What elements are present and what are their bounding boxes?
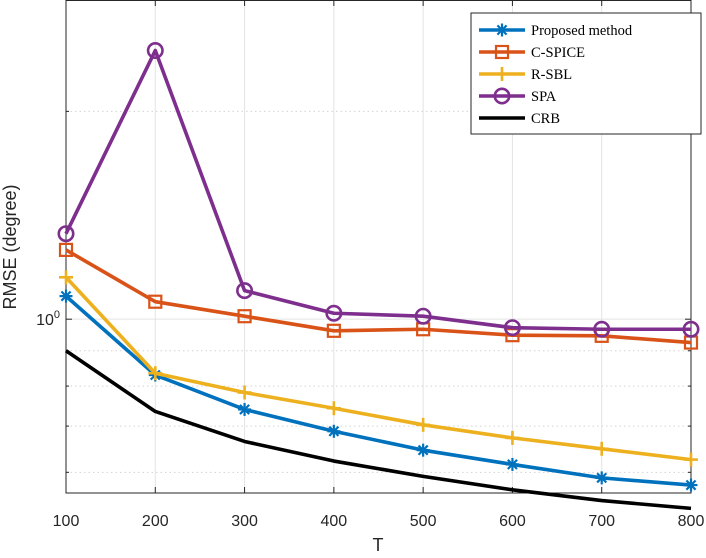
series-line-proposed-method bbox=[64, 294, 692, 487]
legend-label: R-SBL bbox=[531, 67, 572, 83]
ast-d2 bbox=[60, 290, 72, 302]
legend-swatch-marker bbox=[493, 87, 511, 105]
ast-d2 bbox=[496, 24, 508, 36]
legend-item-proposed-method: Proposed method bbox=[479, 23, 633, 39]
data-point-r-sbl bbox=[237, 385, 252, 400]
legend: Proposed method C-SPICE R-SBL SPA CRB bbox=[470, 12, 702, 135]
data-point-r-sbl bbox=[594, 441, 609, 456]
x-tick-label: 800 bbox=[678, 513, 705, 530]
series-crb bbox=[64, 349, 692, 511]
data-point-spa bbox=[325, 304, 343, 322]
data-point-r-sbl bbox=[416, 417, 431, 432]
legend-swatch-marker bbox=[494, 44, 510, 60]
legend-item-spa: SPA bbox=[479, 87, 557, 105]
data-point-proposed-method bbox=[505, 457, 519, 471]
legend-label: CRB bbox=[531, 111, 560, 127]
ast-d2 bbox=[685, 479, 697, 491]
x-tick-label: 300 bbox=[231, 513, 258, 530]
x-tick-label: 200 bbox=[142, 513, 169, 530]
data-point-spa bbox=[593, 320, 611, 338]
series-layer bbox=[57, 42, 700, 511]
legend-label: Proposed method bbox=[531, 23, 633, 39]
ast-d2 bbox=[239, 404, 250, 415]
ast-d2 bbox=[507, 459, 518, 470]
data-point-c-spice bbox=[326, 323, 341, 338]
data-point-spa bbox=[236, 282, 254, 300]
data-point-proposed-method bbox=[416, 443, 430, 457]
legend-item-crb: CRB bbox=[479, 111, 560, 127]
legend-item-r-sbl: R-SBL bbox=[479, 67, 572, 83]
axes-layer: 100 200 300 400 500 600 700 800 100 bbox=[36, 0, 704, 530]
data-point-proposed-method bbox=[327, 424, 341, 438]
legend-label: SPA bbox=[531, 89, 557, 105]
data-point-r-sbl bbox=[326, 401, 341, 416]
x-tick-label: 700 bbox=[588, 513, 615, 530]
data-point-c-spice bbox=[237, 309, 252, 324]
series-line-crb bbox=[64, 349, 692, 511]
data-point-r-sbl bbox=[148, 366, 163, 381]
series-line-r-sbl bbox=[64, 276, 692, 462]
series-line-c-spice bbox=[65, 248, 692, 345]
x-tick-label: 500 bbox=[410, 513, 437, 530]
series-spa bbox=[57, 42, 700, 338]
data-point-proposed-method bbox=[238, 402, 252, 416]
data-point-spa bbox=[682, 320, 700, 338]
axes-box bbox=[65, 0, 692, 494]
legend-swatch-marker bbox=[495, 67, 509, 81]
series-line-spa bbox=[64, 48, 691, 332]
data-point-r-sbl bbox=[505, 430, 520, 445]
x-tick-label: 600 bbox=[499, 513, 526, 530]
data-point-r-sbl bbox=[684, 452, 698, 467]
ast-d2 bbox=[417, 444, 429, 456]
data-point-r-sbl bbox=[59, 270, 73, 285]
legend-swatch-marker bbox=[495, 23, 509, 37]
data-point-c-spice bbox=[148, 294, 163, 309]
ast-d2 bbox=[328, 425, 340, 437]
y-axis-label: RMSE (degree) bbox=[0, 184, 20, 309]
legend-label: C-SPICE bbox=[531, 45, 585, 61]
x-axis-label: T bbox=[373, 535, 384, 553]
x-tick-label: 400 bbox=[321, 513, 348, 530]
data-point-proposed-method bbox=[59, 289, 73, 303]
data-point-spa bbox=[414, 307, 432, 325]
legend-item-c-spice: C-SPICE bbox=[479, 44, 585, 61]
ast-d2 bbox=[596, 472, 608, 484]
data-point-proposed-method bbox=[595, 471, 609, 485]
data-point-spa bbox=[57, 225, 75, 243]
data-point-proposed-method bbox=[684, 478, 698, 492]
y-tick-label: 100 bbox=[36, 309, 60, 329]
data-point-spa bbox=[146, 42, 164, 60]
data-point-c-spice bbox=[58, 242, 74, 257]
data-point-spa bbox=[503, 319, 521, 337]
series-r-sbl bbox=[59, 270, 698, 467]
x-tick-label: 100 bbox=[53, 513, 80, 530]
